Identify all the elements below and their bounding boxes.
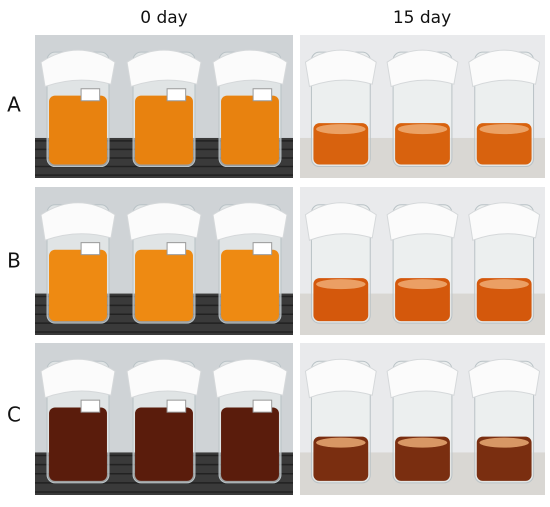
scoby [397,124,448,135]
liquid [476,278,532,322]
scoby [479,437,529,448]
liquid [395,278,450,322]
liquid [221,407,279,481]
liquid [476,123,532,165]
row-label: B [7,249,21,273]
jar-tag [166,242,187,256]
cloth-cover [40,202,116,241]
cloth-cover [126,358,202,399]
jar-tag [166,88,187,102]
photo-panel [300,187,545,335]
liquid [313,436,369,481]
cloth-cover [126,202,202,241]
photo-panel [300,35,545,178]
cloth-cover [212,49,288,88]
cloth-cover [468,358,541,399]
liquid [49,407,107,481]
scoby [316,437,366,448]
scoby [479,124,529,135]
jar-tag [252,242,273,256]
liquid [221,249,279,322]
scoby [316,279,366,290]
column-header: 15 day [393,8,451,28]
scoby [397,279,448,290]
cloth-cover [212,202,288,241]
liquid [135,95,193,165]
jar-tag [166,399,187,413]
liquid [221,95,279,165]
scoby [479,279,529,290]
row-label: A [7,93,21,117]
cloth-cover [386,358,459,399]
cloth-cover [126,49,202,88]
liquid [49,249,107,322]
photo-panel [300,343,545,495]
cloth-cover [386,202,459,241]
cloth-cover [304,202,377,241]
photo-panels [35,35,545,495]
photo-panel [35,343,293,495]
liquid [395,436,450,481]
cloth-cover [386,49,459,88]
liquid [49,95,107,165]
cloth-cover [304,358,377,399]
jar-tag [252,399,273,413]
liquid [135,249,193,322]
scoby [316,124,366,135]
cloth-cover [468,202,541,241]
cloth-cover [40,358,116,399]
row-label: C [7,403,21,427]
column-header: 0 day [140,8,188,28]
liquid [395,123,450,165]
cloth-cover [40,49,116,88]
jar-tag [80,242,101,256]
cloth-cover [468,49,541,88]
liquid [476,436,532,481]
jar-tag [252,88,273,102]
liquid [313,278,369,322]
cloth-cover [212,358,288,399]
photo-panel [35,187,293,335]
photo-panel [35,35,293,178]
jar-tag [80,399,101,413]
jar-tag [80,88,101,102]
scoby [397,437,448,448]
liquid [135,407,193,481]
liquid [313,123,369,165]
cloth-cover [304,49,377,88]
